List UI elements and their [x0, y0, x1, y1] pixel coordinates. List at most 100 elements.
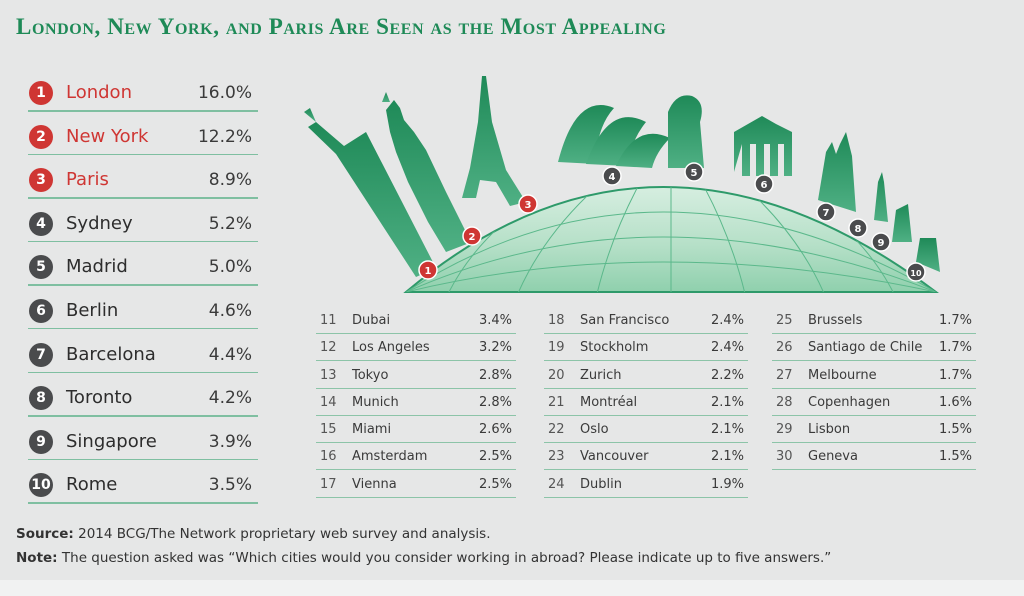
globe-rank-markers: 1 2 3 4 5 6 7 8 9 10 — [418, 162, 926, 282]
globe-marker-10: 10 — [906, 262, 926, 282]
row-divider — [316, 333, 516, 334]
city-name: Munich — [352, 394, 399, 410]
city-share: 4.4% — [208, 344, 252, 365]
city-name: Lisbon — [808, 422, 851, 438]
city-share: 1.7% — [938, 367, 972, 383]
list-item-rank-5: 5 Madrid 5.0% — [26, 248, 258, 292]
list-item-rank-26: 26 Santiago de Chile 1.7% — [772, 336, 976, 363]
bottom-strip — [0, 580, 1024, 596]
top-ten-list: 1 London 16.0% 2 New York 12.2% 3 Paris 8.9% 4 Syd… — [26, 74, 258, 510]
list-item-rank-1: 1 London 16.0% — [26, 74, 258, 118]
marker-label: 5 — [691, 168, 698, 179]
list-item-rank-21: 21 Montréal 2.1% — [544, 391, 748, 418]
rank-number: 13 — [320, 367, 337, 383]
list-item-rank-8: 8 Toronto 4.2% — [26, 379, 258, 423]
globe-marker-7: 7 — [816, 202, 836, 222]
row-divider — [316, 442, 516, 444]
marker-dot — [602, 166, 622, 186]
marker-label: 9 — [878, 238, 885, 249]
list-item-rank-7: 7 Barcelona 4.4% — [26, 336, 258, 380]
rank-number: 27 — [776, 367, 793, 383]
marker-dot — [518, 194, 538, 214]
city-name: Geneva — [808, 449, 858, 465]
city-name: Dublin — [580, 476, 622, 492]
city-share: 12.2% — [197, 126, 252, 147]
list-item-rank-23: 23 Vancouver 2.1% — [544, 445, 748, 472]
marker-dot — [754, 174, 774, 194]
city-share: 5.2% — [208, 213, 252, 234]
infographic-page: London, New York, and Paris Are Seen as … — [16, 14, 976, 570]
globe-landmarks-illustration: 1 2 3 4 5 6 7 8 9 10 — [304, 76, 940, 293]
city-name: Vancouver — [580, 449, 649, 465]
city-share: 3.5% — [208, 475, 252, 496]
rank-number: 23 — [548, 449, 565, 465]
city-name: New York — [66, 125, 149, 147]
city-share: 2.4% — [710, 340, 744, 356]
rank-number: 11 — [320, 313, 337, 328]
city-name: Stockholm — [580, 340, 649, 356]
city-share: 4.6% — [208, 300, 252, 321]
rank-badge: 6 — [29, 298, 53, 323]
globe-marker-6: 6 — [754, 174, 774, 194]
marker-dot — [418, 260, 438, 280]
city-name: Berlin — [66, 299, 119, 321]
city-name: Tokyo — [352, 367, 389, 383]
rank-number: 18 — [548, 313, 565, 328]
footnotes: Source: 2014 BCG/The Network proprietary… — [16, 522, 831, 570]
city-name: Los Angeles — [352, 340, 430, 356]
rank-number: 25 — [776, 313, 793, 328]
list-item-rank-22: 22 Oslo 2.1% — [544, 418, 748, 445]
marker-dot — [906, 262, 926, 282]
marker-dot — [871, 232, 891, 252]
ranks-11-17-column: 11 Dubai 3.4% 12 Los Angeles 3.2% 13 Tokyo 2.8% 1… — [316, 309, 516, 500]
globe-marker-8: 8 — [848, 218, 868, 238]
row-divider — [316, 469, 516, 471]
rank-badge: 10 — [29, 473, 53, 498]
list-item-rank-11: 11 Dubai 3.4% — [316, 309, 516, 336]
marker-dot — [684, 162, 704, 182]
city-name: Toronto — [66, 387, 133, 409]
city-share: 2.5% — [478, 476, 512, 492]
city-share: 4.2% — [208, 388, 252, 409]
city-name: Santiago de Chile — [808, 340, 923, 356]
rank-number: 14 — [320, 394, 337, 410]
rank-number: 22 — [548, 422, 565, 438]
city-share: 1.9% — [710, 476, 744, 492]
note-label: Note: — [16, 550, 58, 566]
row-divider — [772, 333, 976, 334]
source-text: 2014 BCG/The Network proprietary web sur… — [78, 526, 491, 542]
rank-badge: 1 — [29, 81, 53, 105]
city-name: Miami — [352, 422, 392, 438]
rank-number: 24 — [548, 476, 565, 492]
city-name: Oslo — [580, 422, 609, 438]
list-item-rank-29: 29 Lisbon 1.5% — [772, 418, 976, 445]
row-divider — [28, 371, 258, 374]
rank-number: 17 — [320, 476, 337, 492]
rank-badge: 8 — [29, 386, 53, 411]
list-item-rank-16: 16 Amsterdam 2.5% — [316, 445, 516, 472]
row-divider — [544, 469, 748, 471]
city-share: 2.1% — [710, 394, 744, 410]
city-share: 3.9% — [208, 431, 252, 452]
city-name: London — [66, 82, 132, 103]
marker-dot — [816, 202, 836, 222]
city-share: 1.5% — [938, 422, 972, 438]
city-share: 2.4% — [710, 313, 744, 328]
source-note: Source: 2014 BCG/The Network proprietary… — [16, 522, 831, 546]
city-share: 3.4% — [478, 313, 512, 328]
row-divider — [28, 284, 258, 286]
marker-label: 10 — [910, 269, 922, 278]
city-share: 1.5% — [938, 449, 972, 465]
rank-number: 16 — [320, 449, 337, 465]
city-share: 1.6% — [938, 394, 972, 410]
marker-dot — [848, 218, 868, 238]
list-item-rank-17: 17 Vienna 2.5% — [316, 473, 516, 500]
rank-number: 30 — [776, 449, 793, 465]
note-text: The question asked was “Which cities wou… — [61, 550, 832, 566]
row-divider — [772, 469, 976, 471]
city-name: Vienna — [352, 476, 397, 492]
row-divider — [28, 327, 258, 330]
list-item-rank-3: 3 Paris 8.9% — [26, 161, 258, 205]
city-name: Rome — [66, 474, 118, 496]
row-divider — [544, 442, 748, 444]
